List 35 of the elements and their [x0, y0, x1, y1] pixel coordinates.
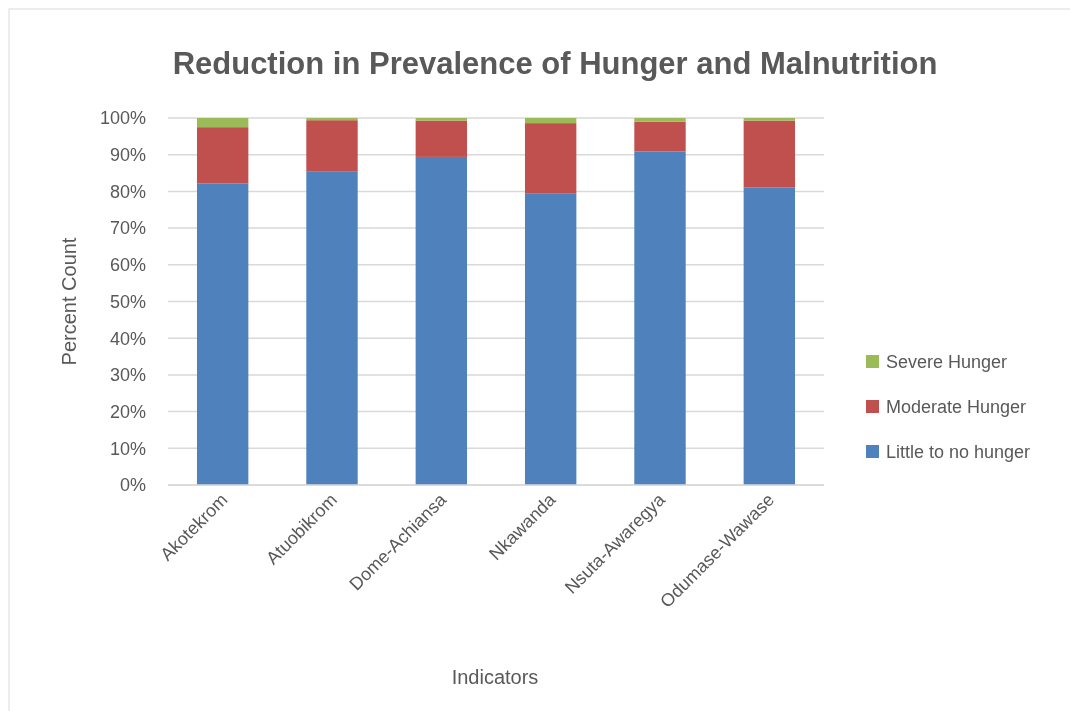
bar — [415, 120, 468, 157]
y-axis-title: Percent Count — [58, 237, 80, 366]
y-tick-label: 60% — [109, 255, 146, 276]
bar — [306, 120, 358, 172]
bar — [415, 156, 468, 485]
chart-title: Reduction in Prevalence of Hunger and Malnutrition — [172, 46, 938, 81]
legend-label: Severe Hunger — [886, 352, 1008, 373]
y-tick-label: 70% — [109, 218, 146, 239]
y-tick-label: 80% — [109, 181, 146, 202]
y-tick-label: 50% — [109, 291, 146, 312]
y-tick-label: 100% — [99, 108, 146, 129]
bar — [743, 187, 796, 485]
bar — [524, 118, 577, 124]
bar — [524, 193, 577, 485]
legend-label: Little to no hunger — [886, 442, 1031, 463]
y-tick-label: 10% — [109, 438, 146, 459]
bar — [306, 118, 358, 121]
bar — [743, 118, 796, 121]
bar — [196, 118, 249, 128]
y-tick-label: 20% — [109, 401, 146, 422]
bar — [634, 151, 686, 485]
bar — [634, 118, 686, 122]
legend-label: Moderate Hunger — [886, 397, 1027, 418]
bar — [415, 118, 468, 121]
bar — [196, 127, 249, 184]
bar — [306, 171, 358, 485]
bar — [634, 121, 686, 152]
y-tick-label: 0% — [119, 475, 146, 496]
bar — [524, 123, 577, 194]
y-tick-label: 90% — [109, 145, 146, 165]
y-tick-label: 40% — [109, 328, 146, 349]
x-axis-title: Indicators — [451, 666, 539, 688]
bar — [743, 120, 796, 188]
bar — [196, 183, 249, 485]
y-tick-label: 30% — [109, 365, 146, 386]
